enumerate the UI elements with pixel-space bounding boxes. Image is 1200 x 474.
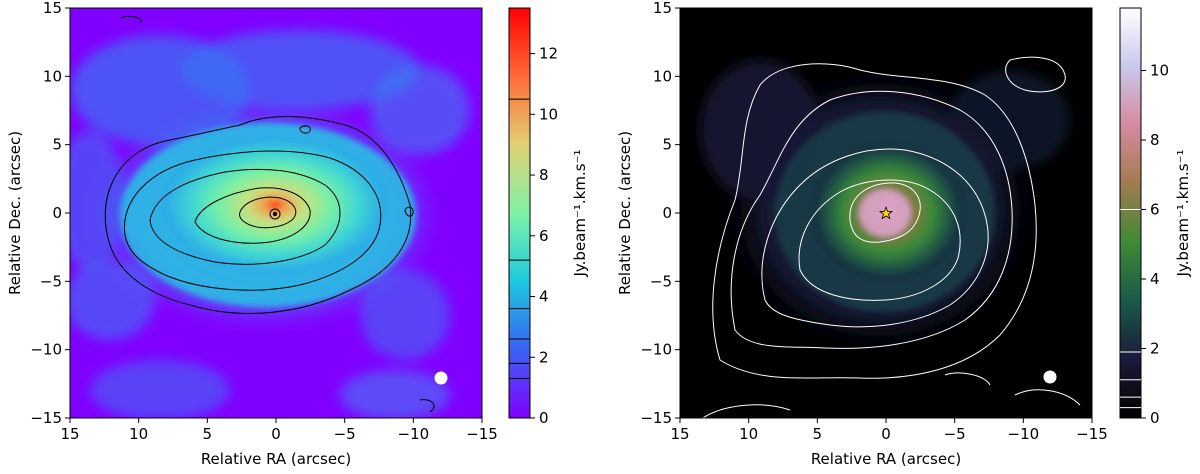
- colorbar-tick-label-left: 6: [539, 227, 549, 245]
- colorbar-tick-label-right: 4: [1150, 270, 1160, 288]
- heatmap-field-left: [70, 8, 482, 418]
- x-tick-label-right: −15: [1076, 425, 1108, 443]
- colorbar-tick-label-left: 0: [539, 409, 549, 427]
- y-tick-label-left: −15: [30, 409, 62, 427]
- contours-right: [702, 56, 1081, 418]
- colorbar-right: 0 2 4 6 8 10 Jy.beam⁻¹.km.s⁻¹: [1119, 7, 1192, 427]
- x-tick-label-right: 15: [670, 425, 689, 443]
- y-axis-label-left: Relative Dec. (arcsec): [6, 131, 24, 295]
- contours-left: [104, 15, 435, 413]
- x-tick-label-left: 5: [203, 425, 213, 443]
- heatmap-field-right: [680, 8, 1092, 418]
- x-tick-label-right: 5: [813, 425, 823, 443]
- panel-right-moment-map: 15 10 5 0 −5 −10 −15 −15 −10 −5 0 5 10 15 Relative RA…: [616, 0, 1192, 468]
- x-axis-label-right: Relative RA (arcsec): [811, 450, 961, 468]
- x-tick-label-right: 10: [739, 425, 758, 443]
- y-tick-label-left: 15: [43, 0, 62, 17]
- x-tick-label-left: 0: [271, 425, 281, 443]
- star-marker: [878, 205, 894, 220]
- x-tick-label-left: 15: [60, 425, 79, 443]
- beam-marker-left: [434, 371, 448, 385]
- y-tick-label-left: 0: [52, 204, 62, 222]
- x-tick-label-right: 0: [881, 425, 891, 443]
- colorbar-tick-label-left: 10: [539, 105, 558, 123]
- y-tick-label-left: −10: [30, 341, 62, 359]
- colorbar-tick-label-left: 8: [539, 166, 549, 184]
- y-tick-label-right: −15: [640, 409, 672, 427]
- x-tick-label-right: −10: [1008, 425, 1040, 443]
- y-tick-label-left: 5: [52, 136, 62, 154]
- colorbar-tick-label-right: 2: [1150, 340, 1160, 358]
- panel-left-moment-map: 15 10 5 0 −5 −10 −15 −15 −10 −5 0 5 10 15 Relative RA…: [6, 0, 589, 468]
- ticks-right: 15 10 5 0 −5 −10 −15 −15 −10 −5 0 5 10 15: [640, 0, 1107, 443]
- y-tick-label-right: 0: [662, 204, 672, 222]
- y-axis-label-right: Relative Dec. (arcsec): [616, 131, 634, 295]
- x-tick-label-left: −5: [334, 425, 356, 443]
- x-tick-label-left: −15: [466, 425, 498, 443]
- colorbar-tick-label-right: 10: [1150, 62, 1169, 80]
- colorbar-tick-label-left: 12: [539, 45, 558, 63]
- y-tick-label-right: 15: [653, 0, 672, 17]
- beam-marker-right: [1043, 370, 1057, 384]
- x-tick-label-right: −5: [944, 425, 966, 443]
- y-tick-label-right: 10: [653, 67, 672, 85]
- colorbar-label-right: Jy.beam⁻¹.km.s⁻¹: [1174, 150, 1192, 278]
- colorbar-tick-label-right: 6: [1150, 201, 1160, 219]
- colorbar-tick-label-right: 0: [1150, 409, 1160, 427]
- colorbar-tick-label-left: 4: [539, 288, 549, 306]
- colorbar-tick-label-left: 2: [539, 348, 549, 366]
- colorbar-left: 0 2 4 6 8 10 12 Jy.beam⁻¹.km.s⁻¹: [508, 7, 589, 427]
- x-tick-label-left: 10: [129, 425, 148, 443]
- ticks-left: 15 10 5 0 −5 −10 −15 −15 −10 −5 0 5 10 15: [30, 0, 497, 443]
- x-tick-label-left: −10: [398, 425, 430, 443]
- x-axis-label-left: Relative RA (arcsec): [201, 450, 351, 468]
- y-tick-label-right: −5: [650, 272, 672, 290]
- y-tick-label-left: 10: [43, 67, 62, 85]
- colorbar-label-left: Jy.beam⁻¹.km.s⁻¹: [571, 150, 589, 278]
- y-tick-label-left: −5: [40, 272, 62, 290]
- y-tick-label-right: 5: [662, 136, 672, 154]
- colorbar-tick-label-right: 8: [1150, 131, 1160, 149]
- y-tick-label-right: −10: [640, 341, 672, 359]
